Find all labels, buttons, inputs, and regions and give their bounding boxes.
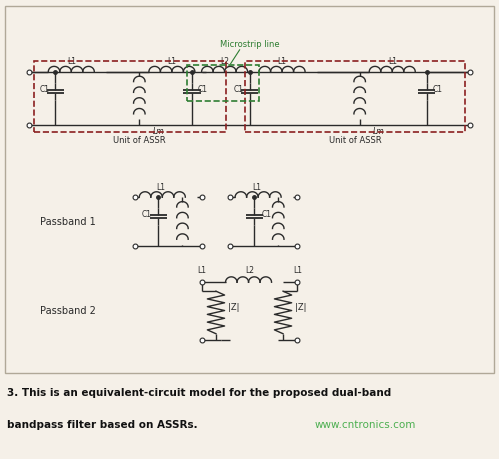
Text: L2: L2 xyxy=(220,57,229,66)
Text: C1: C1 xyxy=(234,85,244,94)
Text: L1: L1 xyxy=(156,184,165,192)
Text: Lm: Lm xyxy=(153,128,164,136)
Text: C1: C1 xyxy=(40,85,50,94)
Text: L1: L1 xyxy=(167,57,176,66)
Text: Lm: Lm xyxy=(373,128,385,136)
Text: |Z|: |Z| xyxy=(295,303,306,312)
Text: L1: L1 xyxy=(388,57,397,66)
Text: 3. This is an equivalent-circuit model for the proposed dual-band: 3. This is an equivalent-circuit model f… xyxy=(7,388,392,398)
Text: L2: L2 xyxy=(245,266,254,275)
Text: L1: L1 xyxy=(67,57,76,66)
FancyBboxPatch shape xyxy=(5,6,494,373)
Text: bandpass filter based on ASSRs.: bandpass filter based on ASSRs. xyxy=(7,420,198,430)
Text: L1: L1 xyxy=(277,57,286,66)
Text: L1: L1 xyxy=(252,184,261,192)
Text: Microstrip line: Microstrip line xyxy=(220,40,279,49)
Text: L1: L1 xyxy=(197,266,206,275)
Text: Passband 2: Passband 2 xyxy=(39,306,95,316)
Text: Unit of ASSR: Unit of ASSR xyxy=(328,136,381,146)
Text: C1: C1 xyxy=(261,210,271,219)
Text: Passband 1: Passband 1 xyxy=(39,217,95,227)
Text: Unit of ASSR: Unit of ASSR xyxy=(113,136,166,146)
Text: C1: C1 xyxy=(432,85,442,94)
Text: |Z|: |Z| xyxy=(228,303,240,312)
Text: C1: C1 xyxy=(198,85,208,94)
Text: www.cntronics.com: www.cntronics.com xyxy=(314,420,416,430)
Text: L1: L1 xyxy=(293,266,302,275)
Text: C1: C1 xyxy=(142,210,152,219)
